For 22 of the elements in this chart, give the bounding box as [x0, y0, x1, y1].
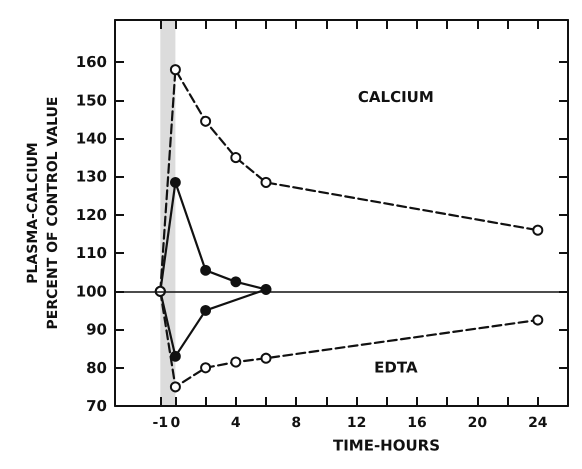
- x-tick-label: 20: [468, 415, 488, 431]
- x-tick-label: 12: [346, 415, 366, 431]
- y-axis-title: PLASMA-CALCIUM PERCENT OF CONTROL VALUE: [25, 96, 61, 330]
- x-tick-label: 4: [230, 415, 241, 431]
- y-tick-label: 100: [76, 282, 107, 300]
- x-tick-label: 16: [407, 415, 427, 431]
- x-tick-label: -1: [152, 415, 168, 431]
- annotation: EDTA: [374, 358, 418, 376]
- y-tick-label: 130: [76, 168, 107, 186]
- x-axis-title: TIME-HOURS: [332, 436, 440, 454]
- annotation: CALCIUM: [358, 88, 434, 106]
- y-tick-label: 80: [86, 358, 107, 377]
- y-tick-label: 120: [76, 206, 107, 224]
- y-tick-label: 150: [76, 91, 107, 110]
- x-tick-label: 24: [528, 415, 548, 431]
- y-tick-label: 110: [76, 244, 107, 262]
- y-tick-label: 160: [76, 53, 107, 72]
- y-tick-label: 140: [76, 129, 107, 148]
- y-tick-label: 90: [86, 320, 107, 339]
- x-tick-label: 8: [291, 415, 302, 431]
- y-tick-label: 70: [86, 397, 107, 415]
- x-tick-label: 0: [170, 415, 181, 431]
